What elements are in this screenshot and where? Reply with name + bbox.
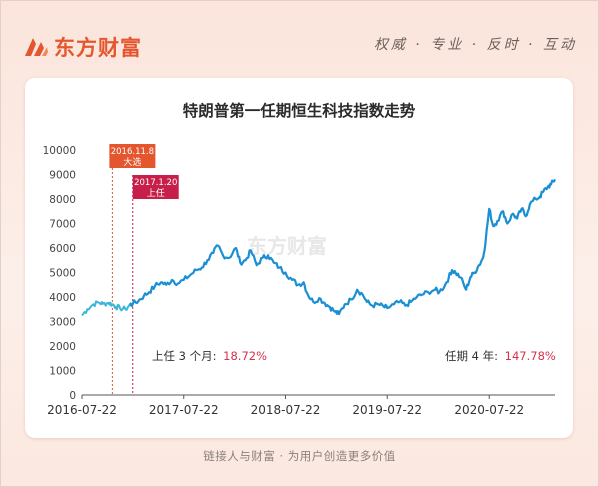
event-text: 上任 bbox=[147, 187, 165, 199]
y-tick-label: 7000 bbox=[49, 219, 76, 231]
y-tick-label: 0 bbox=[69, 390, 76, 402]
x-tick-label: 2020-07-22 bbox=[454, 403, 524, 417]
annotation-4-years: 任期 4 年: 147.78% bbox=[445, 349, 556, 363]
event-label-box bbox=[132, 175, 179, 199]
chart-watermark: 东方财富 bbox=[247, 234, 327, 258]
series-line-early bbox=[81, 300, 134, 317]
brand-slogan: 权威 · 专业 · 反时 · 互动 bbox=[373, 37, 577, 53]
event-text: 大选 bbox=[123, 156, 141, 168]
flame-logo-icon bbox=[25, 38, 48, 56]
y-axis: 0 1000 2000 3000 4000 5000 6000 7000 8000 9000 100… bbox=[43, 145, 76, 402]
event-label-box bbox=[109, 144, 156, 168]
brand-name: 东方财富 bbox=[54, 36, 142, 60]
x-tick-label: 2017-07-22 bbox=[149, 403, 219, 417]
y-tick-label: 3000 bbox=[49, 317, 76, 329]
y-tick-label: 9000 bbox=[49, 170, 76, 182]
annotation-3-months-label: 上任 3 个月: bbox=[152, 349, 217, 363]
event-date: 2016.11.8 bbox=[111, 147, 154, 157]
event-date: 2017.1.20 bbox=[134, 178, 177, 188]
x-tick-label: 2018-07-22 bbox=[251, 403, 321, 417]
annotation-4-years-label: 任期 4 年: bbox=[445, 349, 498, 363]
chart-svg: 特朗普第一任期恒生科技指数走势 东方财富 0 1000 2000 3000 4000 50… bbox=[43, 101, 556, 417]
y-tick-label: 4000 bbox=[49, 292, 76, 304]
y-tick-label: 1000 bbox=[49, 366, 76, 378]
annotation-3-months: 上任 3 个月: 18.72% bbox=[152, 349, 267, 363]
y-tick-label: 5000 bbox=[49, 268, 76, 280]
annotation-3-months-value: 18.72% bbox=[223, 349, 267, 363]
footer-tagline: 链接人与财富 · 为用户创造更多价值 bbox=[203, 449, 396, 463]
y-tick-label: 6000 bbox=[49, 243, 76, 255]
y-tick-label: 8000 bbox=[49, 194, 76, 206]
chart-card: 特朗普第一任期恒生科技指数走势 东方财富 0 1000 2000 3000 4000 50… bbox=[25, 78, 573, 438]
y-tick-label: 10000 bbox=[43, 145, 76, 157]
chart-title: 特朗普第一任期恒生科技指数走势 bbox=[183, 101, 416, 120]
annotation-4-years-value: 147.78% bbox=[505, 349, 556, 363]
series-line-main bbox=[128, 178, 556, 316]
x-axis: 2016-07-22 2017-07-22 2018-07-22 2019-07-22… bbox=[47, 394, 555, 417]
x-tick-label: 2019-07-22 bbox=[352, 403, 422, 417]
brand-logo: 东方财富 bbox=[22, 32, 142, 62]
y-tick-label: 2000 bbox=[49, 341, 76, 353]
x-tick-label: 2016-07-22 bbox=[47, 403, 117, 417]
series-line bbox=[81, 178, 556, 317]
